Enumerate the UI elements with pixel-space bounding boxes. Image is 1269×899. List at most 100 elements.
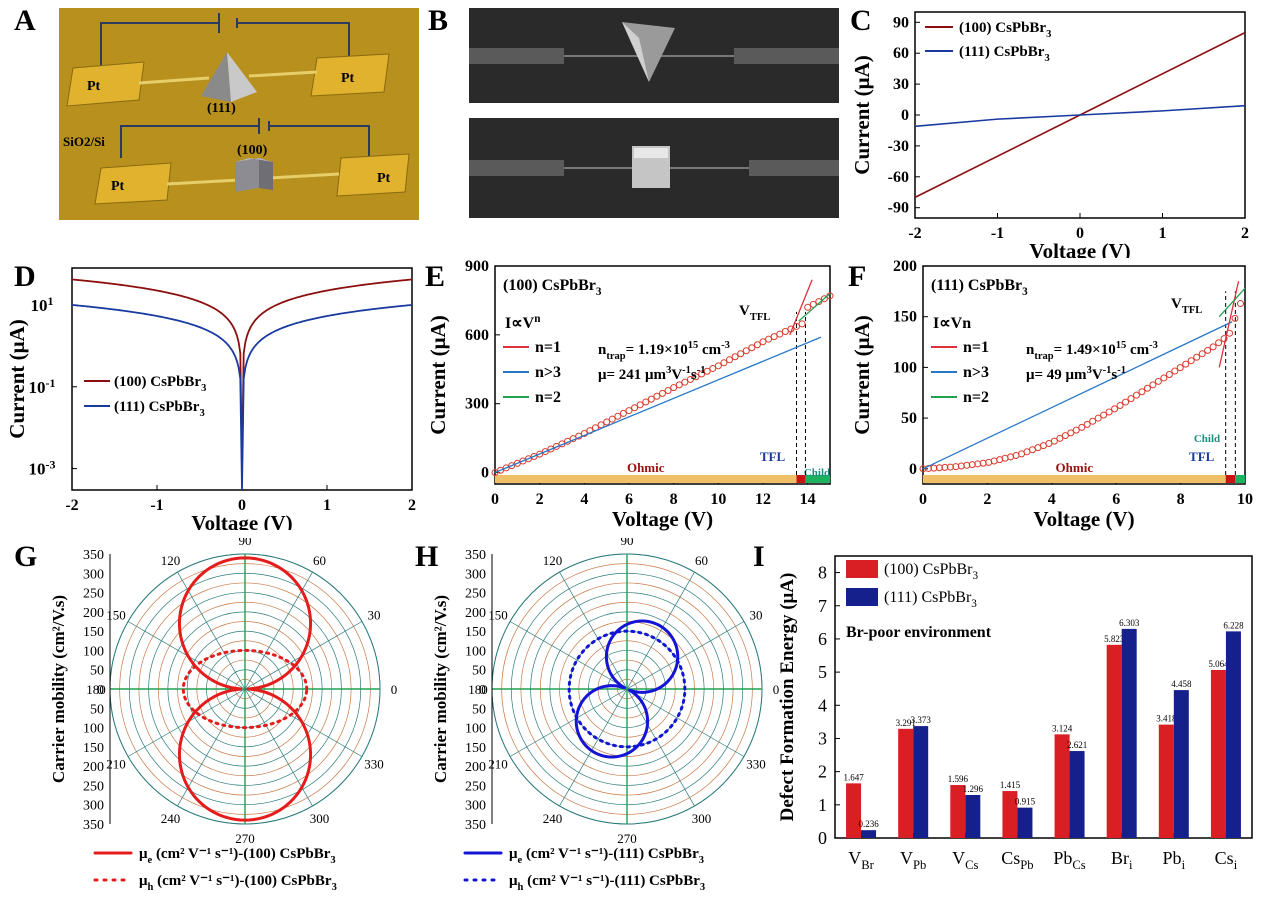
region-tfl bbox=[1225, 475, 1236, 483]
electrode-label: Pt bbox=[87, 79, 101, 94]
legend-label: (100) CsPbBr3 bbox=[884, 561, 978, 582]
data-point bbox=[781, 328, 789, 336]
data-point bbox=[1143, 384, 1151, 392]
data-point bbox=[675, 381, 683, 389]
polar-angle-label: 0 bbox=[773, 682, 780, 697]
law-label: I∝Vn bbox=[505, 313, 541, 332]
panel-b: B bbox=[425, 0, 845, 225]
bar bbox=[1158, 724, 1174, 838]
data-point bbox=[1132, 391, 1140, 399]
data-point bbox=[1056, 434, 1064, 442]
data-point bbox=[753, 341, 761, 349]
region-label: Child bbox=[1194, 433, 1220, 445]
data-point bbox=[1182, 360, 1190, 368]
y-tick-label: 0 bbox=[909, 461, 917, 478]
y-tick-label: 900 bbox=[465, 258, 489, 275]
chart-e: 0 2 4 6 8 10 12 14 0 300 600 900 Voltage (V) Current … bbox=[426, 258, 834, 531]
radial-tick-label: 150 bbox=[83, 625, 104, 640]
polar-angle-label: 150 bbox=[106, 608, 126, 623]
data-point bbox=[1220, 335, 1228, 343]
radial-tick-label: 50 bbox=[90, 702, 104, 717]
panel-label: A bbox=[14, 4, 36, 37]
panel-h: H 0 30 60 90 120 150 180 210 240 270 300 330 0 50 50 10… bbox=[415, 538, 785, 899]
data-point bbox=[1083, 420, 1091, 428]
polar-angle-label: 270 bbox=[617, 831, 637, 846]
polar-angle-label: 300 bbox=[310, 811, 330, 826]
data-point bbox=[686, 375, 694, 383]
chart-h: 0 30 60 90 120 150 180 210 240 270 300 330 0 50 50 100 1… bbox=[431, 538, 780, 893]
bar bbox=[1017, 807, 1033, 838]
polar-angle-label: 180 bbox=[86, 682, 106, 697]
data-point bbox=[1176, 364, 1184, 372]
polar-angle-label: 330 bbox=[746, 757, 766, 772]
bar bbox=[1210, 669, 1226, 838]
polar-angle-label: 90 bbox=[239, 538, 252, 548]
chart-title: (111) CsPbBr3 bbox=[931, 277, 1028, 298]
category-label: Csi bbox=[1215, 848, 1238, 872]
x-axis-label: Voltage (V) bbox=[612, 507, 713, 531]
device-schematic: (111) Pt Pt SiO2/Si (100) Pt Pt bbox=[59, 8, 419, 220]
y-axis-label: Carrier mobility (cm²/V.s) bbox=[431, 595, 450, 783]
data-point bbox=[1122, 398, 1130, 406]
polar-spoke bbox=[626, 688, 745, 757]
radial-tick-label: 200 bbox=[83, 760, 104, 775]
data-point bbox=[1165, 370, 1173, 378]
data-point bbox=[541, 448, 549, 456]
bar-value-label: 4.458 bbox=[1171, 679, 1192, 689]
polar-series bbox=[574, 619, 680, 759]
y-axis-label: Current (μA) bbox=[5, 319, 29, 438]
data-point bbox=[804, 303, 812, 311]
y-tick-label: 4 bbox=[818, 695, 827, 715]
bar bbox=[861, 830, 877, 838]
polar-angle-label: 240 bbox=[161, 811, 181, 826]
polar-angle-label: 120 bbox=[543, 553, 563, 568]
panel-g: G 0 30 60 90 120 150 180 210 240 270 300 330 0 50 50 10… bbox=[0, 538, 425, 899]
bar bbox=[1121, 628, 1137, 838]
legend-label: (111) CsPbBr3 bbox=[114, 399, 205, 419]
data-point bbox=[1067, 429, 1075, 437]
data-point bbox=[1094, 414, 1102, 422]
y-tick-label: 0 bbox=[481, 465, 489, 482]
panel-label: G bbox=[14, 540, 38, 573]
crystal-label: (100) bbox=[237, 143, 268, 158]
bar-value-label: 3.418 bbox=[1156, 714, 1177, 724]
y-tick-label: 3 bbox=[818, 728, 827, 748]
y-tick-label: 0 bbox=[818, 828, 827, 848]
data-point bbox=[924, 464, 932, 472]
radial-tick-label: 250 bbox=[83, 587, 104, 602]
data-point bbox=[1050, 437, 1058, 445]
region-tfl bbox=[796, 475, 806, 483]
bar bbox=[1002, 791, 1018, 838]
fit-line-n-2 bbox=[798, 293, 831, 322]
data-point bbox=[1193, 353, 1201, 361]
legend-label: n>3 bbox=[535, 364, 561, 381]
data-point bbox=[698, 370, 706, 378]
y-axis-label: Defect Formation Energy (μA) bbox=[777, 573, 798, 822]
annotation: Br-poor environment bbox=[846, 624, 992, 641]
x-tick-label: 1 bbox=[323, 497, 331, 514]
x-tick-label: -2 bbox=[908, 225, 921, 242]
radial-tick-label: 350 bbox=[83, 818, 104, 833]
fit-line-n-1 bbox=[789, 279, 813, 336]
radial-tick-label: 100 bbox=[83, 722, 104, 737]
polar-angle-label: 180 bbox=[468, 682, 488, 697]
pt-electrode bbox=[310, 53, 390, 97]
data-point bbox=[1154, 377, 1162, 385]
y-tick-label: 5 bbox=[818, 662, 827, 682]
radial-tick-label: 200 bbox=[465, 760, 486, 775]
vtfl-label: VTFL bbox=[1171, 296, 1202, 316]
bar bbox=[913, 726, 929, 838]
radial-tick-label: 100 bbox=[465, 722, 486, 737]
region-ohmic bbox=[923, 475, 1226, 483]
legend-label: (100) CsPbBr3 bbox=[114, 374, 206, 394]
x-tick-label: 0 bbox=[919, 491, 927, 508]
data-point bbox=[720, 359, 728, 367]
pt-electrode bbox=[66, 61, 145, 107]
chart-d: -2 -1 0 1 2 10-3 10-1 101 Voltage (V) Current (μA… bbox=[5, 267, 416, 530]
polar-angle-label: 0 bbox=[391, 682, 398, 697]
data-point bbox=[748, 344, 756, 352]
polar-angle-label: 270 bbox=[235, 831, 255, 846]
ntrap-label: ntrap= 1.49×1015 cm-3 bbox=[1026, 340, 1158, 362]
radial-tick-label: 200 bbox=[83, 606, 104, 621]
